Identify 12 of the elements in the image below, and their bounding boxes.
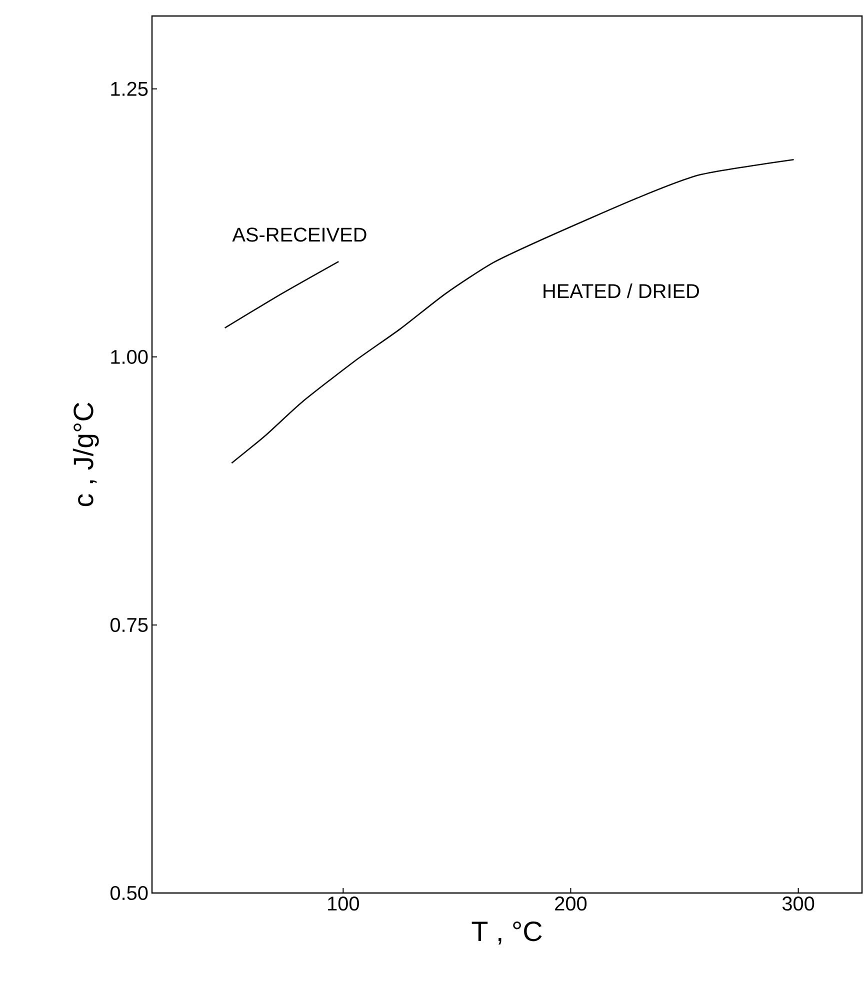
line-series — [231, 159, 794, 464]
series-label: AS-RECEIVED — [232, 228, 366, 242]
y-tick-label: 0.50 — [110, 886, 148, 900]
x-axis-title: T , °C — [472, 921, 542, 945]
y-tick-label: 1.00 — [111, 350, 148, 364]
y-axis-title: c , J/g°C — [72, 402, 99, 506]
x-tick-label: 200 — [555, 896, 587, 911]
y-tick-label: 1.25 — [111, 82, 148, 96]
y-tick-label: 0.75 — [110, 618, 148, 632]
text: HEATED / DRIED — [544, 284, 699, 298]
x-tick-label: 300 — [782, 896, 814, 911]
x-tick-label: 100 — [328, 896, 359, 911]
